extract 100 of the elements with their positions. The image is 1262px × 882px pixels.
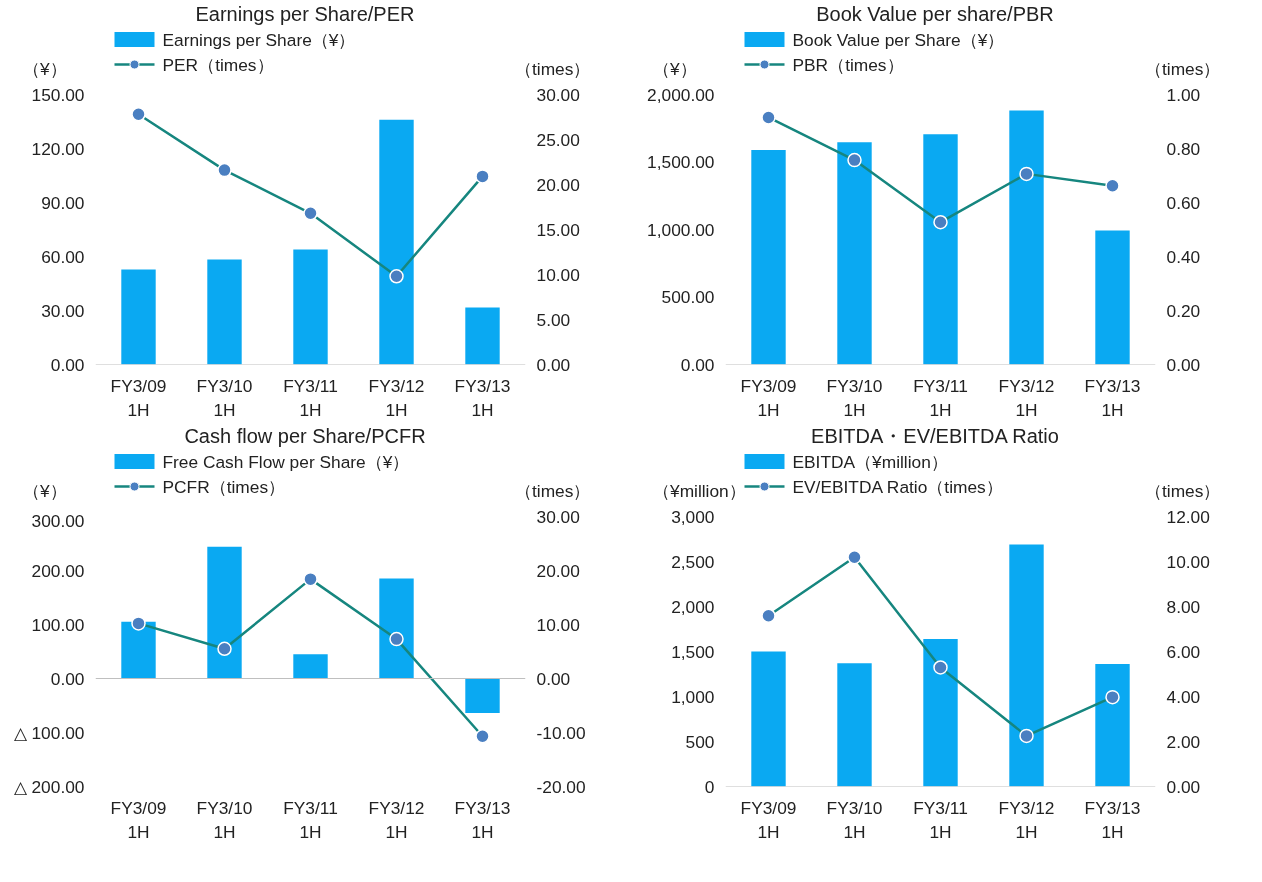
y-tick-label: 2,000.00: [647, 84, 715, 105]
y2-axis-title: （times）: [1145, 480, 1221, 503]
bar: [751, 651, 786, 787]
y2-tick-label: 0.00: [1166, 354, 1201, 375]
y2-tick-label: -10.00: [536, 722, 586, 743]
y-tick-label: 0: [704, 776, 715, 797]
y-axis-title: （¥）: [23, 480, 67, 503]
y2-tick-label: 20.00: [536, 560, 580, 581]
y-tick-label: 2,000: [671, 596, 715, 617]
y2-tick-label: 8.00: [1166, 596, 1201, 617]
y-tick-label: 150.00: [31, 84, 85, 105]
y-tick-label: △ 100.00: [13, 722, 85, 743]
y-tick-label: 1,000.00: [647, 219, 715, 240]
x-tick-label: FY3/12 1H: [368, 797, 425, 842]
y2-tick-label: -20.00: [536, 776, 586, 797]
y-tick-label: 0.00: [50, 668, 85, 689]
bar: [923, 638, 958, 787]
y-tick-label: 500.00: [661, 287, 715, 307]
legend-label: PCFR（times）: [162, 476, 286, 497]
x-tick-label: FY3/10 1H: [196, 797, 253, 842]
bar: [837, 142, 872, 365]
y-tick-label: 3,000: [671, 506, 715, 527]
x-tick-label: FY3/10 1H: [826, 797, 883, 842]
bar: [293, 654, 328, 679]
x-tick-label: FY3/09 1H: [740, 797, 797, 842]
chart-title: Earnings per Share/PER: [195, 2, 415, 27]
bar: [465, 678, 500, 714]
y-tick-label: 300.00: [31, 510, 85, 531]
y-axis-title: （¥million）: [653, 480, 746, 503]
y2-tick-label: 0.40: [1166, 246, 1201, 267]
y-tick-label: 60.00: [41, 246, 85, 267]
bar: [207, 546, 242, 679]
y-axis-title: （¥）: [653, 58, 697, 81]
legend-label: EBITDA（¥million）: [792, 451, 948, 472]
x-tick-label: FY3/09 1H: [740, 375, 797, 420]
y2-axis-title: （times）: [515, 58, 591, 81]
x-tick-label: FY3/11 1H: [913, 797, 968, 842]
y-tick-label: 2,500: [671, 551, 715, 572]
y2-tick-label: 0.00: [536, 354, 571, 375]
legend-label: EV/EBITDA Ratio（times）: [792, 476, 1003, 497]
y-tick-label: 30.00: [41, 300, 85, 321]
y2-tick-label: 0.60: [1166, 192, 1201, 213]
chart-title: EBITDA・EV/EBITDA Ratio: [811, 424, 1059, 449]
legend-label: Earnings per Share（¥）: [162, 29, 356, 50]
y2-tick-label: 10.00: [1166, 551, 1210, 572]
chart-title: Cash flow per Share/PCFR: [184, 424, 426, 449]
y2-tick-label: 10.00: [536, 264, 580, 285]
x-tick-label: FY3/11 1H: [913, 375, 968, 420]
y-tick-label: 1,000: [671, 686, 715, 707]
y2-tick-label: 30.00: [536, 84, 580, 105]
y2-tick-label: 4.00: [1166, 686, 1201, 707]
bar: [465, 307, 500, 365]
y-tick-label: 0.00: [50, 354, 85, 375]
y2-tick-label: 1.00: [1166, 84, 1201, 105]
legend-label: Free Cash Flow per Share（¥）: [162, 451, 410, 472]
x-tick-label: FY3/11 1H: [283, 797, 338, 842]
x-tick-label: FY3/12 1H: [998, 375, 1055, 420]
y2-tick-label: 0.00: [536, 668, 571, 689]
y2-axis-title: （times）: [515, 480, 591, 503]
bar: [1095, 664, 1130, 787]
bar: [121, 621, 156, 679]
legend-label: Book Value per Share（¥）: [792, 29, 1005, 50]
x-tick-label: FY3/13 1H: [454, 375, 511, 420]
x-tick-label: FY3/13 1H: [1084, 797, 1141, 842]
y2-tick-label: 6.00: [1166, 641, 1201, 662]
bar: [1009, 544, 1044, 787]
x-tick-label: FY3/10 1H: [196, 375, 253, 420]
x-tick-label: FY3/09 1H: [110, 797, 167, 842]
x-tick-label: FY3/12 1H: [998, 797, 1055, 842]
y2-tick-label: 0.20: [1166, 300, 1201, 321]
y-tick-label: 120.00: [31, 138, 85, 159]
y-tick-label: 1,500: [671, 641, 715, 662]
x-tick-label: FY3/11 1H: [283, 375, 338, 420]
x-tick-label: FY3/12 1H: [368, 375, 425, 420]
y2-axis-title: （times）: [1145, 58, 1221, 81]
bar: [379, 578, 414, 679]
x-tick-label: FY3/09 1H: [110, 375, 167, 420]
bar: [207, 259, 242, 365]
x-tick-label: FY3/13 1H: [1084, 375, 1141, 420]
y2-tick-label: 15.00: [536, 219, 580, 240]
y-tick-label: 1,500.00: [647, 152, 715, 172]
x-tick-label: FY3/10 1H: [826, 375, 883, 420]
y2-tick-label: 0.00: [1166, 776, 1201, 797]
y2-tick-label: 30.00: [536, 506, 580, 527]
y2-tick-label: 2.00: [1166, 731, 1201, 752]
chart-title: Book Value per share/PBR: [816, 2, 1054, 27]
y-tick-label: 90.00: [41, 192, 85, 213]
bar: [1009, 110, 1044, 365]
y2-tick-label: 25.00: [536, 129, 580, 150]
bar: [751, 150, 786, 365]
y-tick-label: 0.00: [680, 354, 715, 375]
y-tick-label: 500: [685, 731, 715, 752]
bar: [121, 269, 156, 365]
bar: [837, 663, 872, 787]
x-tick-label: FY3/13 1H: [454, 797, 511, 842]
y-tick-label: △ 200.00: [13, 776, 85, 797]
y2-tick-label: 20.00: [536, 174, 580, 195]
y2-tick-label: 5.00: [536, 309, 571, 330]
bar: [293, 249, 328, 365]
bar: [1095, 230, 1130, 365]
